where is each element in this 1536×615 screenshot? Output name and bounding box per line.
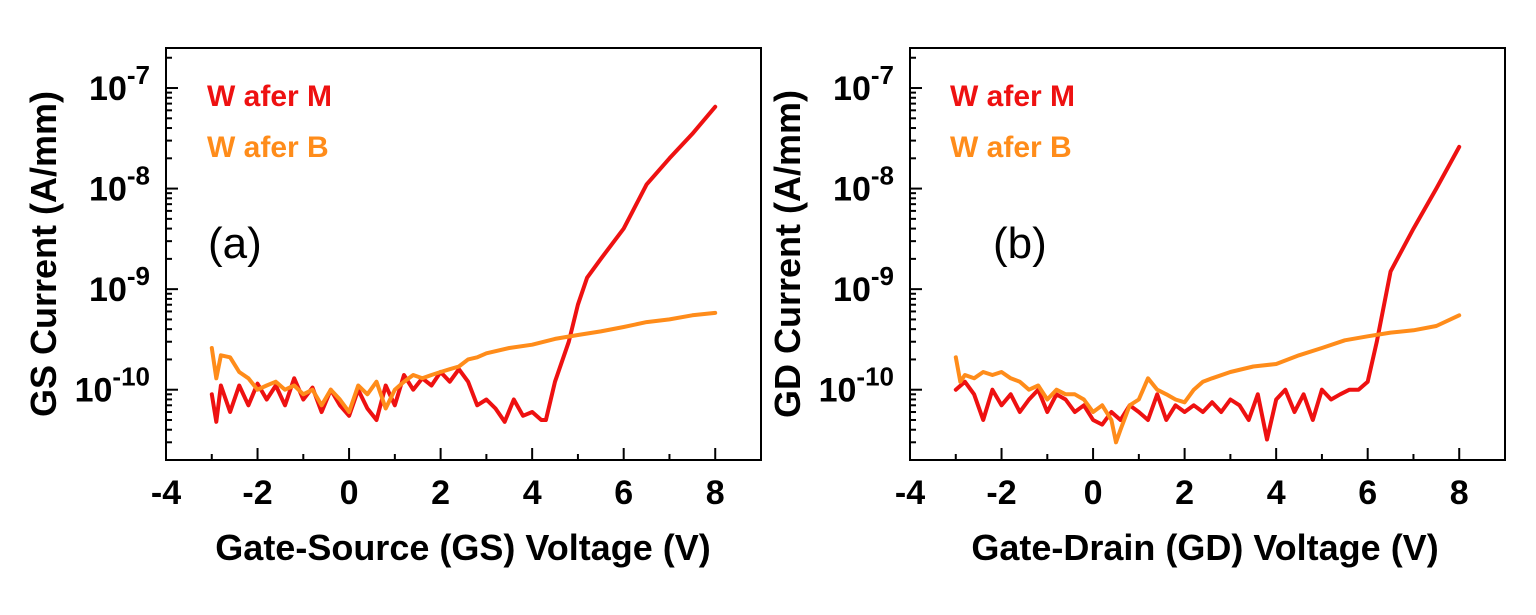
panel-a-x-tick-label: -4: [151, 474, 181, 512]
panel-a-x-tick-label: -2: [242, 474, 272, 512]
panel-a-y-tick-label: 10-8: [89, 161, 150, 209]
panel-b-x-tick-labels: -4 -2 0 2 4 6 8: [895, 474, 1469, 512]
panel-a-x-tick-label: 2: [431, 474, 450, 512]
panel-b-y-tick-labels: 10-10 10-9 10-8 10-7: [819, 60, 894, 410]
panel-a-y-tick-label: 10-10: [75, 362, 150, 410]
panel-b-tick-marks: [909, 56, 1461, 460]
panel-a-x-axis-label: Gate-Source (GS) Voltage (V): [215, 527, 710, 568]
panel-a-y-tick-label: 10-9: [89, 261, 150, 309]
panel-b-x-tick-label: -2: [986, 474, 1016, 512]
panel-b-y-tick-label: 10-10: [819, 362, 894, 410]
panel-a-x-tick-label: 6: [614, 474, 633, 512]
panel-b-y-axis-label: GD Current (A/mm): [767, 90, 808, 418]
panel-b-y-tick-label: 10-8: [833, 161, 894, 209]
panel-a-legend-entry-b: W afer B: [207, 131, 329, 164]
panel-b-x-tick-label: 8: [1450, 474, 1469, 512]
panel-a-legend-entry-m: W afer M: [207, 80, 332, 113]
panel-a-label: (a): [208, 219, 262, 268]
panel-b-y-tick-label: 10-7: [833, 60, 894, 108]
panel-a-plot-frame: [165, 47, 762, 461]
panel-b: -4 -2 0 2 4 6 8 10-10 10-9 10-8 10-7 W afer M W a…: [767, 47, 1506, 568]
panel-a-y-axis-label: GS Current (A/mm): [23, 91, 64, 417]
panel-a-x-tick-label: 8: [706, 474, 725, 512]
panel-b-y-tick-label: 10-9: [833, 261, 894, 309]
panel-a-series-wafer-b-line: [209, 310, 718, 414]
panel-b-x-tick-label: -4: [895, 474, 925, 512]
panel-b-x-tick-label: 2: [1175, 474, 1194, 512]
panel-b-x-tick-label: 0: [1084, 474, 1103, 512]
panel-a-x-tick-labels: -4 -2 0 2 4 6 8: [151, 474, 725, 512]
panel-b-x-tick-label: 6: [1358, 474, 1377, 512]
panel-b-series-wafer-b-line: [953, 313, 1462, 445]
panel-a-x-tick-label: 4: [523, 474, 542, 512]
panel-a: -4 -2 0 2 4 6 8 10-10 10-9 10-8 10-7 W afer M W a…: [23, 47, 762, 568]
panel-b-plot-frame: [909, 47, 1506, 461]
panel-a-y-tick-label: 10-7: [89, 60, 150, 108]
panel-a-series-group: [209, 104, 718, 424]
panel-b-series-group: [953, 144, 1462, 445]
panel-a-x-tick-label: 0: [340, 474, 359, 512]
panel-a-tick-marks: [165, 56, 717, 460]
panel-b-legend-entry-m: W afer M: [950, 80, 1075, 113]
panel-b-series-wafer-m-line: [953, 144, 1462, 442]
panel-b-x-axis-label: Gate-Drain (GD) Voltage (V): [971, 527, 1438, 568]
panel-a-y-tick-labels: 10-10 10-9 10-8 10-7: [75, 60, 150, 410]
panel-b-x-tick-label: 4: [1267, 474, 1286, 512]
panel-b-legend-entry-b: W afer B: [950, 131, 1072, 164]
panel-b-label: (b): [993, 219, 1047, 268]
